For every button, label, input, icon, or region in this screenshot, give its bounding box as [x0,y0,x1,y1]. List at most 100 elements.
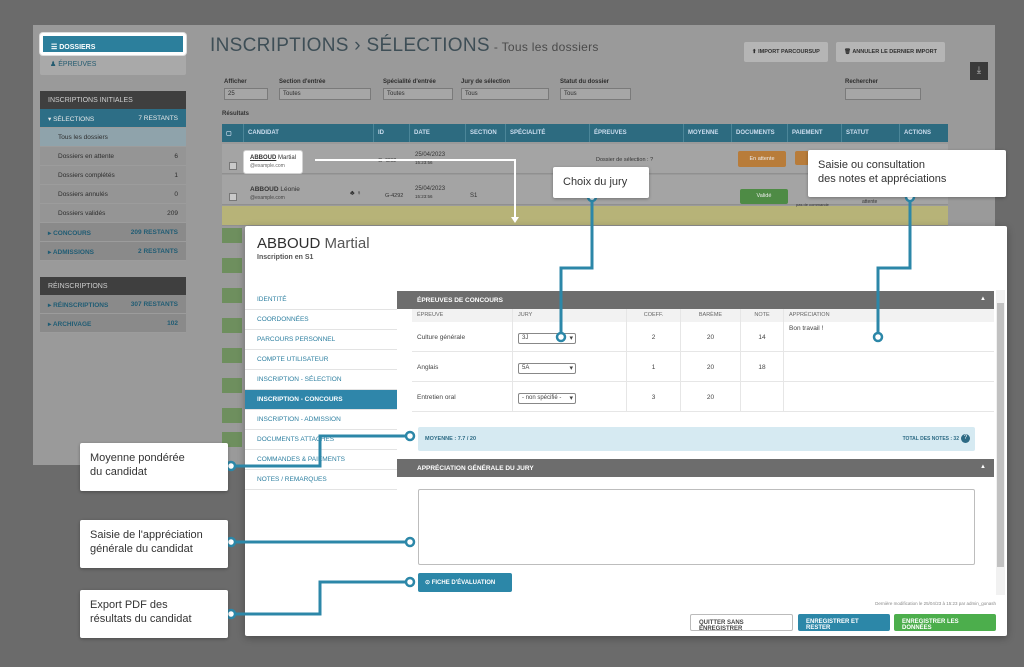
doc-status-badge[interactable]: En attente [738,151,786,167]
col-header[interactable]: MOYENNE [684,124,732,142]
import-label: IMPORT PARCOURSUP [758,49,820,55]
callout-text: du candidat [90,466,147,478]
scrollbar-thumb[interactable] [997,303,1004,567]
cancel-import-label: ANNULER LE DERNIER IMPORT [852,49,937,55]
general-appreciation-textarea[interactable] [418,489,975,565]
row-date: 25/04/2023 15:23:56 [415,152,445,167]
callout-text: Moyenne pondérée [90,452,185,464]
selections-label: SÉLECTIONS [53,116,95,123]
cancel-import-button[interactable]: 🗑 ANNULER LE DERNIER IMPORT [836,42,945,62]
row-date: 25/04/2023 15:23:56 [415,186,445,201]
help-icon[interactable]: ? [961,434,970,443]
collapse-icon[interactable]: ▲ [980,464,986,470]
col-header[interactable]: PAIEMENT [788,124,842,142]
col-header[interactable]: SECTION [466,124,506,142]
sidebar-subitem-pending[interactable]: Dossiers en attente 6 [40,147,186,166]
sidebar-top: ☰ DOSSIERS ♟ ÉPREUVES [40,33,186,75]
tab-inscription-admission[interactable]: INSCRIPTION - ADMISSION [245,410,397,430]
tab-inscription-selection[interactable]: INSCRIPTION - SÉLECTION [245,370,397,390]
row-section: S1 [470,193,478,199]
row-checkbox[interactable] [229,162,237,170]
col-header[interactable]: SPÉCIALITÉ [506,124,590,142]
sidebar-head-initial: INSCRIPTIONS INITIALES [40,91,186,109]
tab-coordonnees[interactable]: COORDONNÉES [245,310,397,330]
col-header[interactable]: ÉPREUVES [590,124,684,142]
filter-select[interactable]: Toutes [383,88,453,100]
average-bar: MOYENNE : 7.7 / 20 TOTAL DES NOTES : 32 … [418,427,975,451]
save-stay-button[interactable]: ENREGISTRER ET RESTER [798,614,890,631]
collapse-icon[interactable]: ▲ [980,296,986,302]
candidate-first: Martial [278,155,297,161]
filter-label: Afficher [224,79,247,85]
tab-identite[interactable]: IDENTITÉ [245,290,397,310]
filter-section: Section d'entrée Toutes [279,79,371,100]
col-header[interactable]: DATE [410,124,466,142]
exam-note[interactable] [741,382,784,411]
export-icon: ⊙ [425,580,431,586]
sidebar-item-dossiers[interactable]: ☰ DOSSIERS [40,33,186,55]
callout-text: des notes et appréciations [818,173,947,185]
col-header[interactable]: DOCUMENTS [732,124,788,142]
col-header[interactable]: ACTIONS [904,130,931,136]
download-icon[interactable]: ⤓ [970,62,988,80]
col-header[interactable]: CANDIDAT [244,124,374,142]
jury-section-header[interactable]: APPRÉCIATION GÉNÉRALE DU JURY ▲ [397,459,994,477]
sidebar-subitem-validated[interactable]: Dossiers validés 209 [40,204,186,223]
filter-select[interactable]: Tous [461,88,549,100]
jury-select[interactable]: - non spécifié - [518,393,576,404]
sidebar: ☰ DOSSIERS ♟ ÉPREUVES INSCRIPTIONS INITI… [40,33,186,333]
candidate-cell[interactable]: ABBOUD Léonie @example.com [250,186,300,202]
row-checkbox[interactable] [229,193,237,201]
sidebar-item-concours[interactable]: ▸ CONCOURS 209 RESTANTS [40,223,186,242]
row-highlight [222,288,242,303]
date-value: 25/04/2023 [415,186,446,192]
tab-inscription-concours[interactable]: INSCRIPTION - CONCOURS [245,390,397,410]
doc-status-badge[interactable]: Validé [740,189,788,204]
evaluation-sheet-button[interactable]: ⊙ FICHE D'ÉVALUATION [418,573,512,592]
sidebar-item-archivage[interactable]: ▸ ARCHIVAGE 102 [40,314,186,333]
filter-select[interactable]: Toutes [279,88,371,100]
table-row[interactable] [222,206,948,226]
candidate-name: ABBOUD [250,155,277,161]
jury-select[interactable]: 5A [518,363,576,374]
payment-badge[interactable] [795,151,809,165]
subitem-count: 1 [174,172,178,179]
tab-commandes[interactable]: COMMANDES & PAIEMENTS [245,450,397,470]
save-button[interactable]: ENREGISTRER LES DONNÉES [894,614,996,631]
sidebar-item-epreuves[interactable]: ♟ ÉPREUVES [50,61,97,68]
sidebar-subitem-all[interactable]: Tous les dossiers [40,128,186,147]
exam-note[interactable]: 18 [741,352,784,381]
import-parcoursup-button[interactable]: ⬆ IMPORT PARCOURSUP [744,42,828,62]
filter-select[interactable]: Tous [560,88,631,100]
sidebar-item-admissions[interactable]: ▸ ADMISSIONS 2 RESTANTS [40,242,186,261]
dialog-subtitle: Inscription en S1 [257,254,314,261]
sidebar-subitem-cancelled[interactable]: Dossiers annulés 0 [40,185,186,204]
page-title: INSCRIPTIONS › SÉLECTIONS - Tous les doss… [210,35,599,57]
row-highlight [222,378,242,393]
sidebar-item-reinscriptions[interactable]: ▸ RÉINSCRIPTIONS 307 RESTANTS [40,295,186,314]
callout-appreciation: Saisie de l'appréciation générale du cand… [80,520,228,568]
sidebar-item-selections[interactable]: ▾ SÉLECTIONS 7 RESTANTS [40,109,186,128]
concours-label: CONCOURS [53,230,91,237]
search-input[interactable] [845,88,921,100]
exams-section-header[interactable]: ÉPREUVES DE CONCOURS ▲ [397,291,994,309]
exam-bareme: 20 [681,382,741,411]
tab-compte[interactable]: COMPTE UTILISATEUR [245,350,397,370]
dialog-last-name: ABBOUD [257,235,321,252]
sidebar-subitem-completed[interactable]: Dossiers complétés 1 [40,166,186,185]
sidebar-head-reinscr: RÉINSCRIPTIONS [40,277,186,295]
average-value: MOYENNE : 7.7 / 20 [425,436,477,442]
exam-appreciation[interactable]: Bon travail ! [789,325,824,332]
filter-select[interactable]: 25 [224,88,268,100]
candidate-chip[interactable]: ABBOUD Martial @example.com [243,150,304,174]
jury-select[interactable]: 3J [518,333,576,344]
exam-note[interactable]: 14 [741,322,784,351]
row-highlight [222,258,242,273]
col-header[interactable]: ID [374,124,410,142]
col-header[interactable]: STATUT [842,124,900,142]
select-all-checkbox[interactable]: ▢ [222,124,244,142]
quit-button[interactable]: QUITTER SANS ENREGISTRER [690,614,793,632]
subitem-label: Dossiers complétés [58,172,115,179]
tab-parcours[interactable]: PARCOURS PERSONNEL [245,330,397,350]
tab-notes[interactable]: NOTES / REMARQUES [245,470,397,490]
